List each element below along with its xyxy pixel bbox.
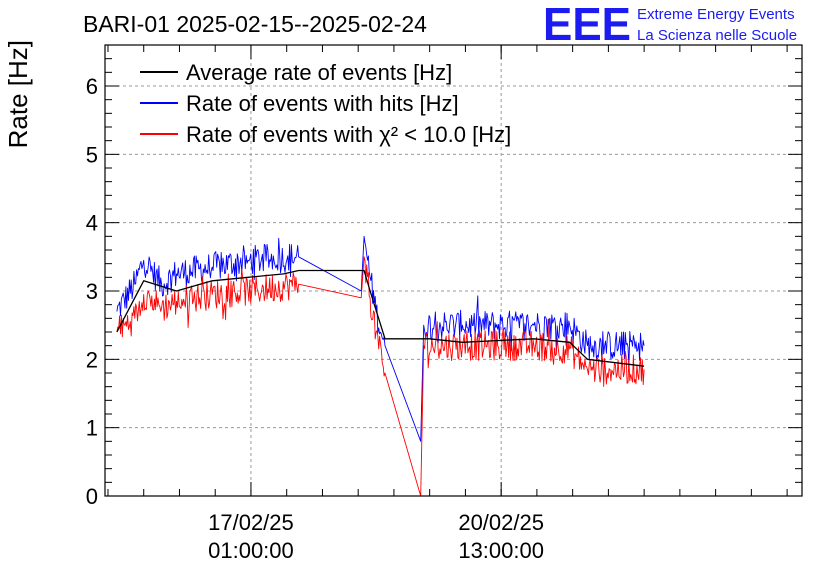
y-tick-label: 4 [86,211,98,236]
y-tick-label: 6 [86,74,98,99]
y-tick-label: 1 [86,416,98,441]
x-tick-label-time: 01:00:00 [208,538,294,563]
x-tick-label-date: 17/02/25 [208,510,294,535]
y-tick-label: 0 [86,484,98,509]
y-axis-label: Rate [Hz] [3,40,33,148]
series-line-0 [116,269,645,367]
y-tick-label: 5 [86,142,98,167]
legend-label-average: Average rate of events [Hz] [186,60,452,85]
x-tick-label-time: 13:00:00 [458,538,544,563]
logo-mark: EEE [543,0,631,50]
logo-line-2: La Scienza nelle Scuole [637,27,797,44]
eee-logo: EEE Extreme Energy Events La Scienza nel… [543,0,797,50]
series-line-2 [116,256,645,497]
series-line-1 [116,235,645,442]
plot-frame [104,44,803,497]
series-layer [116,235,645,497]
legend: Average rate of events [Hz] Rate of even… [140,60,511,147]
grid-layer [105,45,802,496]
y-tick-label: 3 [86,279,98,304]
logo-line-1: Extreme Energy Events [637,6,795,23]
legend-label-chi2: Rate of events with χ² < 10.0 [Hz] [186,122,511,147]
y-tick-label: 2 [86,347,98,372]
x-tick-label-date: 20/02/25 [458,510,544,535]
chart-title: BARI-01 2025-02-15--2025-02-24 [83,11,427,37]
axis-layer: 0 1 2 3 4 5 6 17/02/25 01:00:00 20/02/25 13:00:00 [86,45,802,563]
legend-label-hits: Rate of events with hits [Hz] [186,91,459,116]
